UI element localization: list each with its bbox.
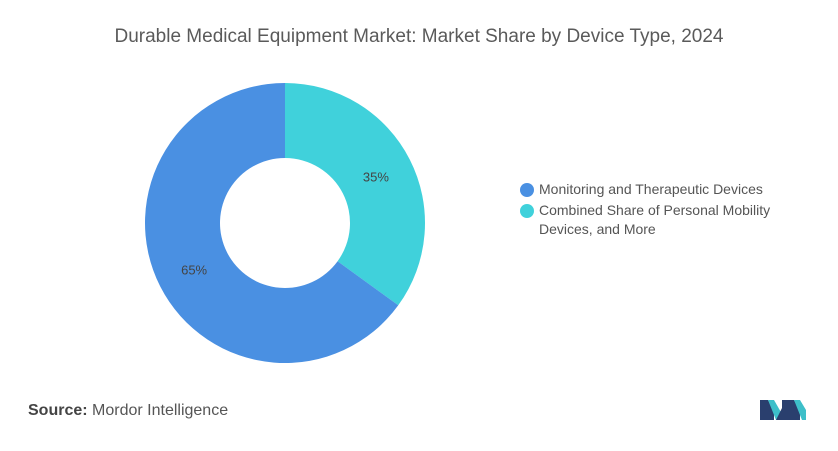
donut-slice-0 — [285, 83, 426, 306]
mordor-intelligence-logo-icon — [760, 400, 806, 420]
source-value: Mordor Intelligence — [92, 402, 229, 419]
chart-title: Durable Medical Equipment Market: Market… — [114, 26, 724, 47]
legend-swatch-monitoring — [520, 183, 534, 197]
source-line: Source: Mordor Intelligence — [28, 402, 228, 420]
legend-swatch-personal-mobility — [520, 204, 534, 218]
legend-item-monitoring: Monitoring and Therapeutic Devices — [520, 180, 820, 199]
donut-slice-1 — [145, 83, 399, 363]
legend-label-monitoring: Monitoring and Therapeutic Devices — [539, 181, 763, 197]
legend-item-personal-mobility: Combined Share of Personal Mobility Devi… — [520, 201, 820, 239]
source-label: Source: — [28, 402, 88, 419]
slice-label-0: 35% — [363, 170, 389, 185]
legend-label-personal-mobility: Combined Share of Personal Mobility Devi… — [539, 202, 771, 237]
slice-label-1: 65% — [181, 262, 207, 277]
chart-legend: Monitoring and Therapeutic Devices Combi… — [520, 180, 820, 241]
